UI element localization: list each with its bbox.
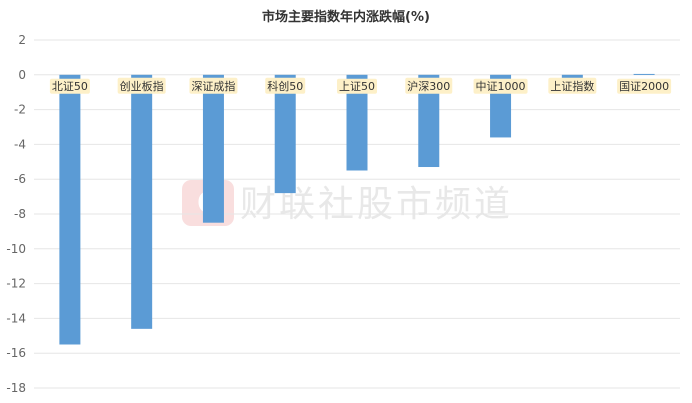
category-label-bg — [473, 78, 528, 94]
y-tick-label: -14 — [6, 311, 26, 325]
watermark: C 财联社股市频道 — [182, 180, 510, 226]
y-tick-label: -4 — [14, 137, 26, 151]
category-label-bg — [617, 78, 672, 94]
category-label-bg — [49, 78, 90, 94]
category-label: 国证2000 — [619, 80, 669, 93]
y-tick-label: -6 — [14, 172, 26, 186]
y-tick-label: -12 — [6, 277, 26, 291]
bar — [274, 74, 296, 194]
category-label-bg — [405, 77, 453, 94]
bar — [633, 73, 655, 75]
category-label-bg — [337, 78, 377, 94]
y-axis: 2 0 -2 -4 -6 -8 -10 -12 -14 -16 -18 — [6, 33, 26, 395]
bar — [202, 74, 224, 223]
category-label: 深证成指 — [191, 79, 235, 93]
category-label: 沪深300 — [407, 79, 450, 93]
category-label: 上证指数 — [550, 79, 594, 93]
y-tick-label: -18 — [6, 381, 26, 395]
y-tick-label: 2 — [18, 33, 26, 47]
y-tick-label: -8 — [14, 207, 26, 221]
category-label: 北证50 — [52, 80, 88, 93]
category-labels: 北证50 创业板指 深证成指 科创50 上证50 沪深300 中证1000 上证指数 国证200… — [49, 77, 672, 94]
bar — [418, 74, 440, 168]
bar — [131, 74, 153, 329]
category-label: 上证50 — [339, 80, 375, 93]
y-tick-label: -10 — [6, 242, 26, 256]
y-tick-label: 0 — [18, 68, 26, 82]
category-label-bg — [117, 77, 166, 94]
y-tick-label: -16 — [6, 346, 26, 360]
y-tick-label: -2 — [14, 103, 26, 117]
bar — [59, 74, 81, 345]
category-label: 创业板指 — [120, 79, 164, 93]
category-label: 科创50 — [267, 79, 303, 93]
category-label: 中证1000 — [476, 80, 526, 93]
bar — [346, 74, 368, 171]
category-label-bg — [548, 77, 597, 94]
category-label-bg — [189, 77, 238, 94]
chart-title: 市场主要指数年内涨跌幅(%) — [262, 10, 430, 25]
category-label-bg — [265, 77, 306, 94]
bars — [59, 73, 655, 345]
